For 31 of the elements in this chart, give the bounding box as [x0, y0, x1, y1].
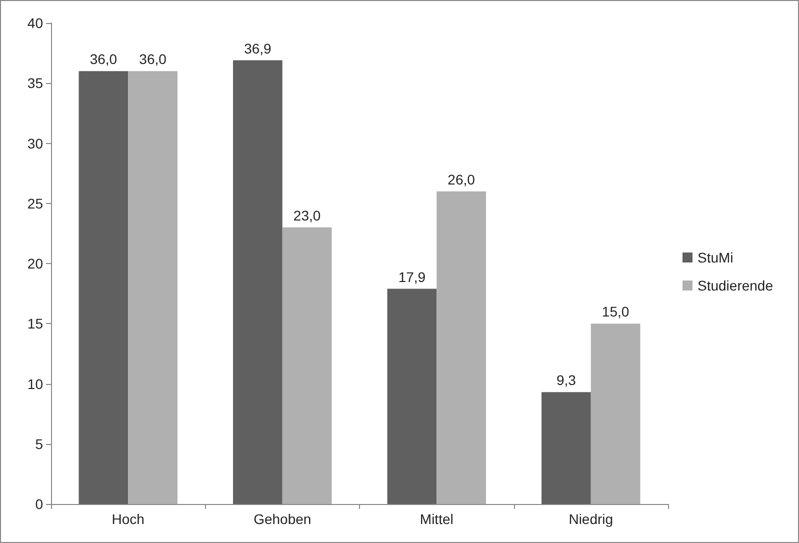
- data-label: 15,0: [602, 304, 630, 320]
- bar: [128, 71, 178, 504]
- data-label: 9,3: [556, 372, 576, 388]
- bar: [542, 392, 591, 504]
- y-tick-label: 20: [27, 256, 44, 272]
- data-label: 26,0: [448, 171, 476, 188]
- bar: [436, 191, 486, 504]
- x-tick-label: Mittel: [420, 511, 454, 527]
- x-tick-label: Hoch: [112, 511, 144, 527]
- data-label: 36,9: [244, 40, 272, 56]
- y-tick-label: 25: [27, 195, 44, 212]
- y-tick-label: 5: [35, 436, 44, 452]
- bar: [78, 71, 128, 504]
- y-tick-label: 40: [27, 15, 44, 31]
- data-label: 23,0: [293, 207, 321, 224]
- y-tick-label: 15: [27, 316, 44, 332]
- y-tick-label: 35: [27, 75, 44, 92]
- y-tick-label: 10: [27, 376, 44, 392]
- data-label: 36,0: [139, 51, 167, 68]
- x-tick-label: Niedrig: [568, 511, 614, 527]
- data-label: 36,0: [90, 51, 118, 68]
- bar: [590, 324, 640, 504]
- x-tick-label: Gehoben: [254, 511, 312, 527]
- bar: [233, 60, 282, 504]
- legend-label: Studierende: [697, 278, 774, 294]
- legend-label: StuMi: [697, 250, 734, 266]
- y-tick-label: 30: [27, 135, 44, 152]
- y-tick-label: 0: [35, 496, 44, 512]
- bar: [387, 288, 437, 504]
- data-label: 17,9: [398, 268, 426, 285]
- bar: [282, 227, 332, 504]
